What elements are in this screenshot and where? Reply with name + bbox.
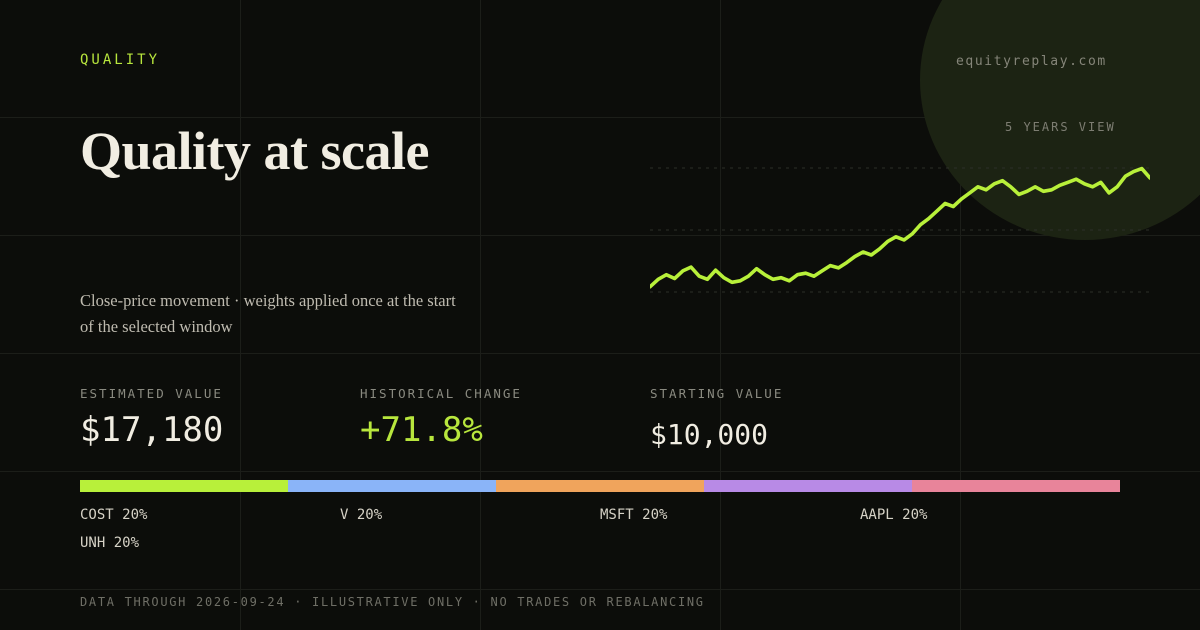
stat-label-historical-change: HISTORICAL CHANGE [360,386,522,401]
chart-series-line [650,166,1150,289]
grid-line [0,117,1200,118]
allocation-segment-aapl [704,480,912,492]
legend-item-msft: MSFT 20% [600,507,668,523]
grid-line [0,589,1200,590]
legend-item-unh: UNH 20% [80,535,140,551]
stat-label-starting-value: STARTING VALUE [650,386,784,401]
stat-value-historical-change: +71.8% [360,410,483,450]
page-title: Quality at scale [80,121,429,181]
price-chart [650,166,1150,293]
grid-line [0,471,1200,472]
allocation-segment-msft [496,480,704,492]
stat-value-starting-value: $10,000 [650,418,769,451]
grid-line [0,235,1200,236]
grid-line [720,0,721,630]
page-subtitle: Close-price movement · weights applied o… [80,291,456,336]
legend-item-v: V 20% [340,507,383,523]
allocation-segment-unh [912,480,1120,492]
grid-line [240,0,241,630]
allocation-bar [80,480,1120,492]
stat-value-estimated-value: $17,180 [80,410,224,450]
grid-line [480,0,481,630]
category-label: QUALITY [80,52,161,68]
grid-line [0,353,1200,354]
allocation-segment-v [288,480,496,492]
allocation-segment-cost [80,480,288,492]
legend-item-cost: COST 20% [80,507,148,523]
legend-item-aapl: AAPL 20% [860,507,928,523]
site-domain-link[interactable]: equityreplay.com [956,54,1107,69]
grid-line [960,0,961,630]
time-range-label: 5 YEARS VIEW [1005,120,1116,134]
footer-disclaimer: DATA THROUGH 2026-09-24 · ILLUSTRATIVE O… [80,595,705,609]
stat-label-estimated-value: ESTIMATED VALUE [80,386,223,401]
